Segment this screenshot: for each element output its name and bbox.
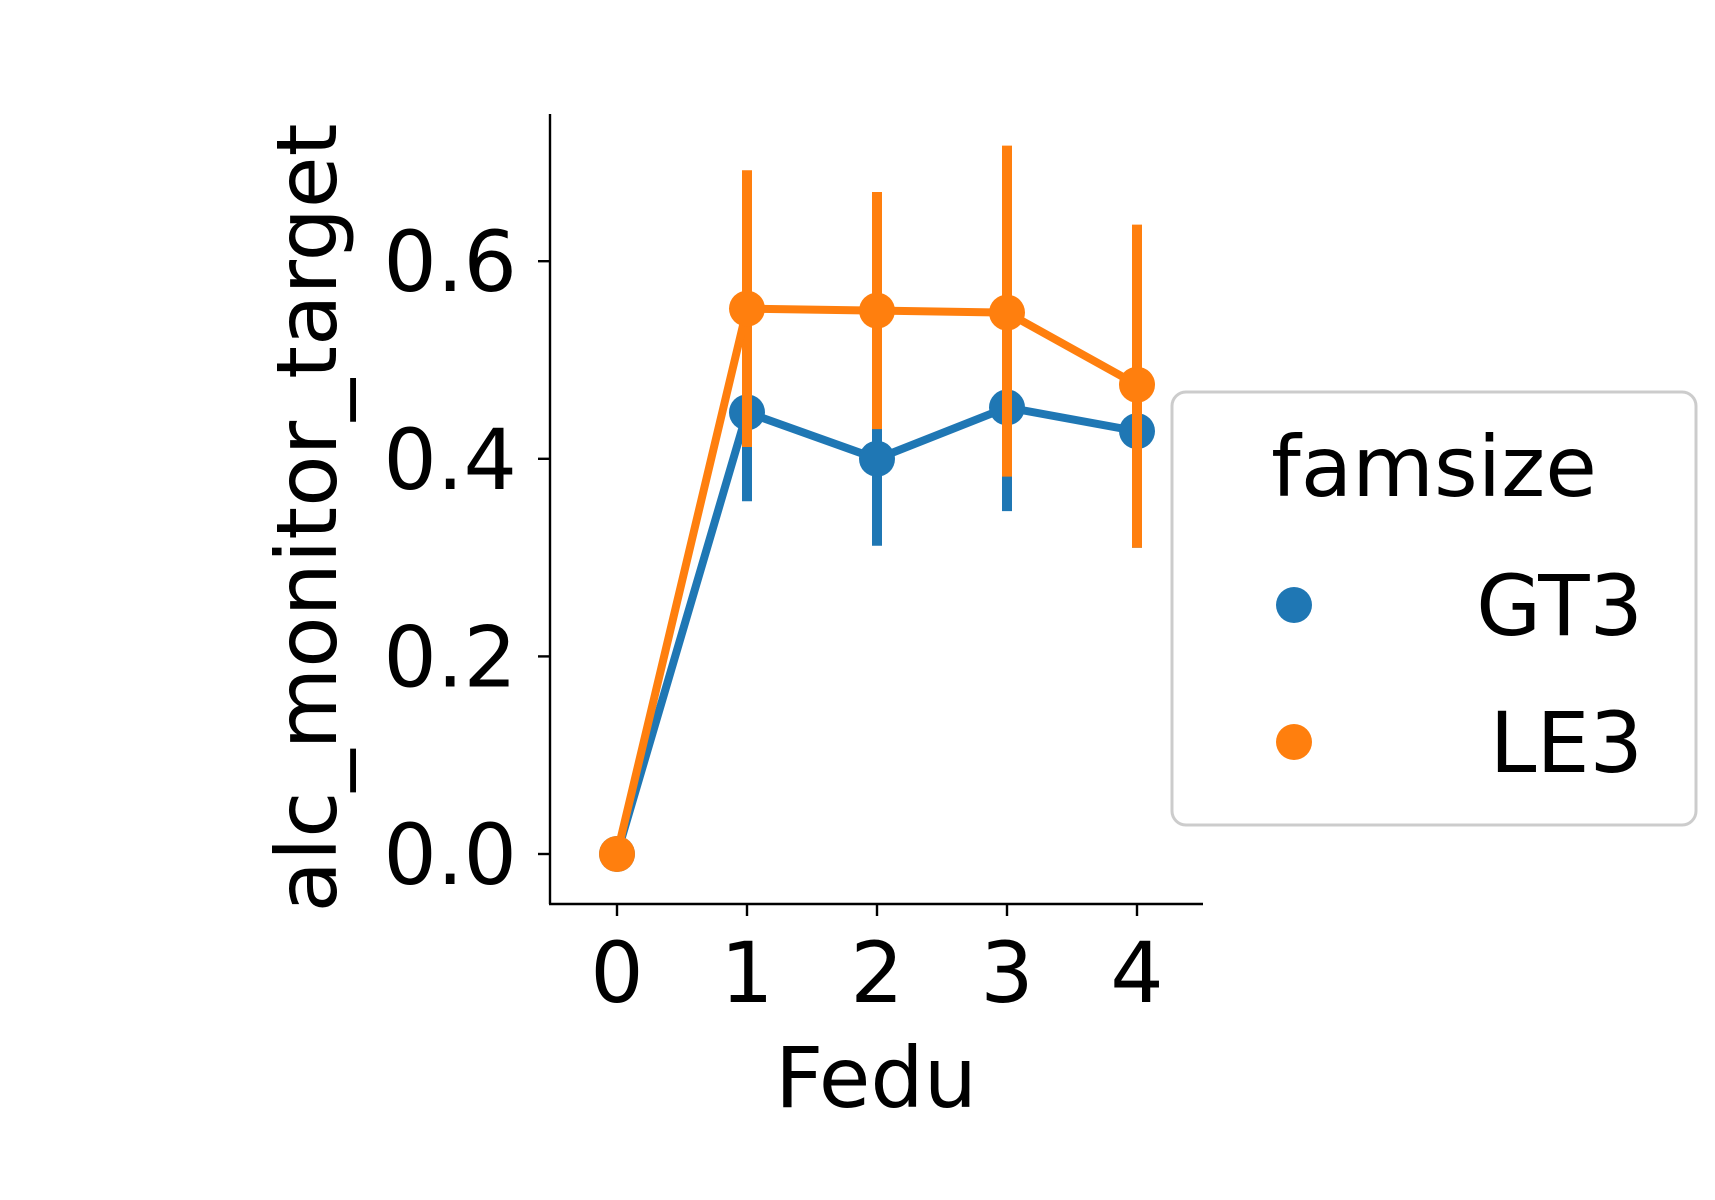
- y-axis-label: alc_monitor_target: [258, 123, 356, 912]
- y-tick-label: 0.6: [383, 213, 517, 311]
- plot-area: [599, 145, 1155, 872]
- legend-label: LE3: [1490, 694, 1643, 792]
- x-tick-label: 4: [1110, 924, 1163, 1022]
- legend-marker: [1276, 724, 1312, 760]
- data-point: [1119, 366, 1155, 403]
- legend-frame: [1170, 390, 1698, 827]
- legend-label: GT3: [1476, 557, 1643, 655]
- series-le3: [599, 145, 1155, 872]
- data-point: [859, 440, 895, 477]
- data-point: [989, 294, 1025, 331]
- y-tick-label: 0.4: [383, 411, 517, 509]
- y-ticks: 0.0 0.2 0.4 0.6: [383, 213, 550, 904]
- data-point: [859, 292, 895, 329]
- x-tick-label: 3: [980, 924, 1033, 1022]
- y-tick-label: 0.0: [383, 806, 517, 904]
- legend-marker: [1276, 587, 1312, 623]
- x-tick-label: 0: [590, 924, 643, 1022]
- y-tick-label: 0.2: [383, 608, 517, 706]
- x-axis-label: Fedu: [775, 1029, 977, 1127]
- data-point: [599, 836, 635, 872]
- x-tick-label: 2: [850, 924, 903, 1022]
- legend-title: famsize: [1271, 418, 1597, 516]
- x-tick-label: 1: [720, 924, 773, 1022]
- data-point: [729, 290, 765, 327]
